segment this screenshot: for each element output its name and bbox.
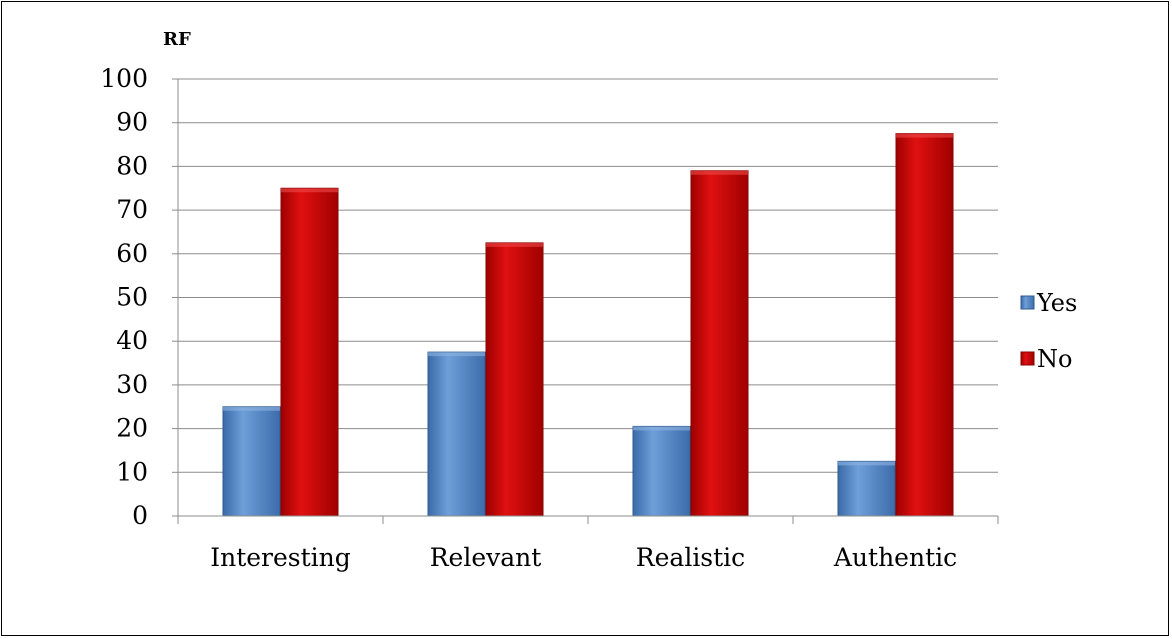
y-tick-label: 30: [116, 370, 148, 399]
tick-labels: 0 10 20 30 40 50 60 70 80 90 100 Interesting Relevan…: [100, 64, 957, 572]
y-tick-label: 60: [116, 239, 148, 268]
bar-cap: [486, 242, 543, 247]
y-tick-label: 80: [116, 151, 148, 180]
bar-yes-interesting: [222, 406, 281, 517]
y-tick-label: 40: [116, 326, 148, 355]
bar-no-authentic: [895, 133, 954, 517]
x-tick-label: Authentic: [833, 543, 957, 572]
axes: [172, 78, 999, 524]
bar-cap: [281, 188, 338, 193]
bar-no-relevant: [485, 242, 544, 517]
bar-cap: [223, 406, 280, 411]
bars: [222, 133, 954, 517]
legend: Yes No: [1020, 289, 1077, 373]
bar-no-interesting: [280, 187, 339, 517]
bar-yes-realistic: [632, 425, 691, 517]
legend-swatch-no: [1020, 351, 1035, 366]
x-tick-label: Relevant: [430, 543, 542, 572]
y-tick-label: 90: [116, 108, 148, 137]
y-tick-label: 70: [116, 195, 148, 224]
y-tick-label: 50: [116, 283, 148, 312]
bar-cap: [691, 170, 748, 175]
y-tick-label: 20: [116, 414, 148, 443]
y-tick-label: 10: [116, 457, 148, 486]
y-axis-label: RF: [163, 29, 191, 50]
y-tick-label: 0: [132, 501, 148, 530]
legend-label-no: No: [1037, 345, 1072, 373]
bar-no-realistic: [690, 170, 749, 517]
legend-swatch-yes: [1020, 295, 1035, 310]
y-tick-label: 100: [100, 64, 148, 93]
x-tick-label: Realistic: [636, 543, 745, 572]
bar-yes-authentic: [837, 460, 896, 517]
bar-cap: [633, 426, 690, 431]
bar-cap: [896, 133, 953, 138]
legend-label-yes: Yes: [1036, 289, 1077, 317]
x-tick-label: Interesting: [210, 543, 351, 572]
bar-cap: [838, 461, 895, 466]
bar-cap: [428, 352, 485, 357]
bar-yes-relevant: [427, 351, 486, 517]
